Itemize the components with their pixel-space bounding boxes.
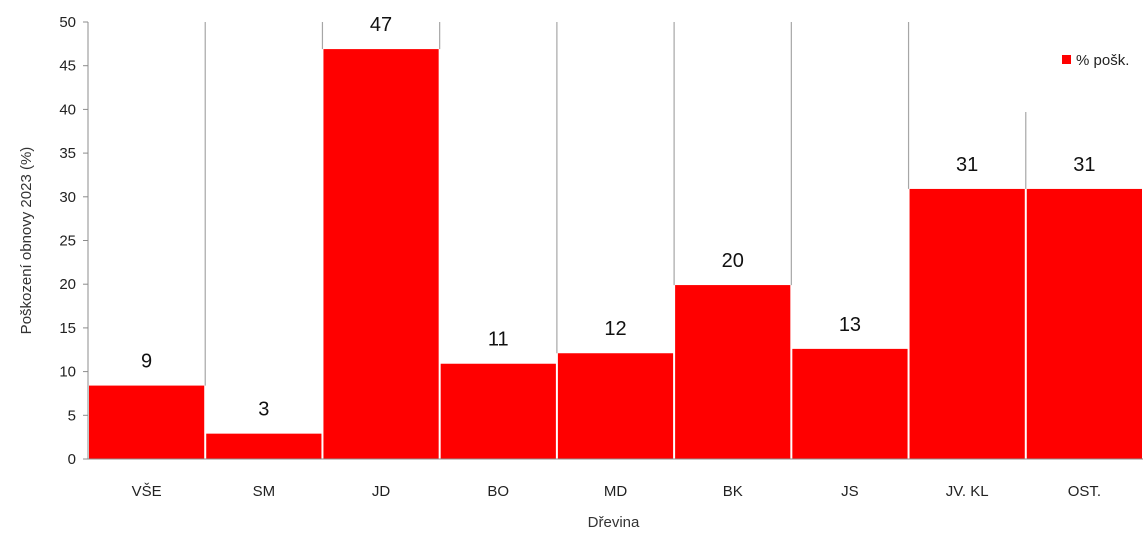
data-label: 31 [956, 154, 978, 176]
x-tick-label: MD [604, 483, 627, 500]
bar [557, 353, 674, 459]
bars [89, 49, 1142, 460]
y-tick-label: 0 [68, 451, 76, 468]
y-tick-label: 45 [59, 58, 76, 75]
bar [323, 49, 439, 460]
bar [909, 188, 1025, 459]
x-tick-label: VŠE [132, 483, 162, 500]
data-labels: 9 3 47 11 12 20 13 31 31 [141, 14, 1095, 421]
y-tick-label: 35 [59, 145, 76, 162]
bar [206, 433, 322, 459]
category-separators [204, 22, 1027, 386]
x-tick-label: BK [723, 483, 743, 500]
bar [675, 285, 791, 459]
y-tick-label: 50 [59, 14, 76, 31]
data-label: 12 [604, 318, 626, 340]
legend-label: % pošk. [1076, 52, 1129, 69]
bar [89, 385, 205, 459]
x-tick-label: JS [841, 483, 859, 500]
bar [1026, 188, 1142, 459]
x-axis-title: Dřevina [588, 514, 640, 531]
x-tick-label: JD [372, 483, 391, 500]
data-label: 47 [370, 14, 392, 36]
data-label: 31 [1073, 154, 1095, 176]
data-label: 13 [839, 314, 861, 336]
x-tick-label: JV. KL [946, 483, 989, 500]
y-tick-label: 30 [59, 189, 76, 206]
bar [440, 363, 556, 459]
bar [792, 348, 908, 459]
data-label: 20 [722, 250, 744, 272]
data-label: 11 [488, 329, 509, 351]
y-tick-label: 5 [68, 407, 76, 424]
legend-swatch [1062, 55, 1071, 64]
y-tick-label: 10 [59, 364, 76, 381]
y-axis-title: Poškození obnovy 2023 (%) [18, 147, 35, 335]
x-tick-label: OST. [1068, 483, 1101, 500]
y-tick-label: 40 [59, 101, 76, 118]
y-tick-label: 20 [59, 276, 76, 293]
data-label: 9 [141, 351, 152, 373]
y-tick-label: 15 [59, 320, 76, 337]
x-tick-label: SM [253, 483, 276, 500]
data-label: 3 [258, 399, 269, 421]
x-tick-label: BO [487, 483, 509, 500]
x-tick-labels: VŠE SM JD BO MD BK JS JV. KL OST. [132, 483, 1101, 500]
y-tick-labels: 0 5 10 15 20 25 30 35 40 45 50 [59, 14, 88, 468]
y-tick-label: 25 [59, 233, 76, 250]
legend: % pošk. [1062, 52, 1129, 69]
